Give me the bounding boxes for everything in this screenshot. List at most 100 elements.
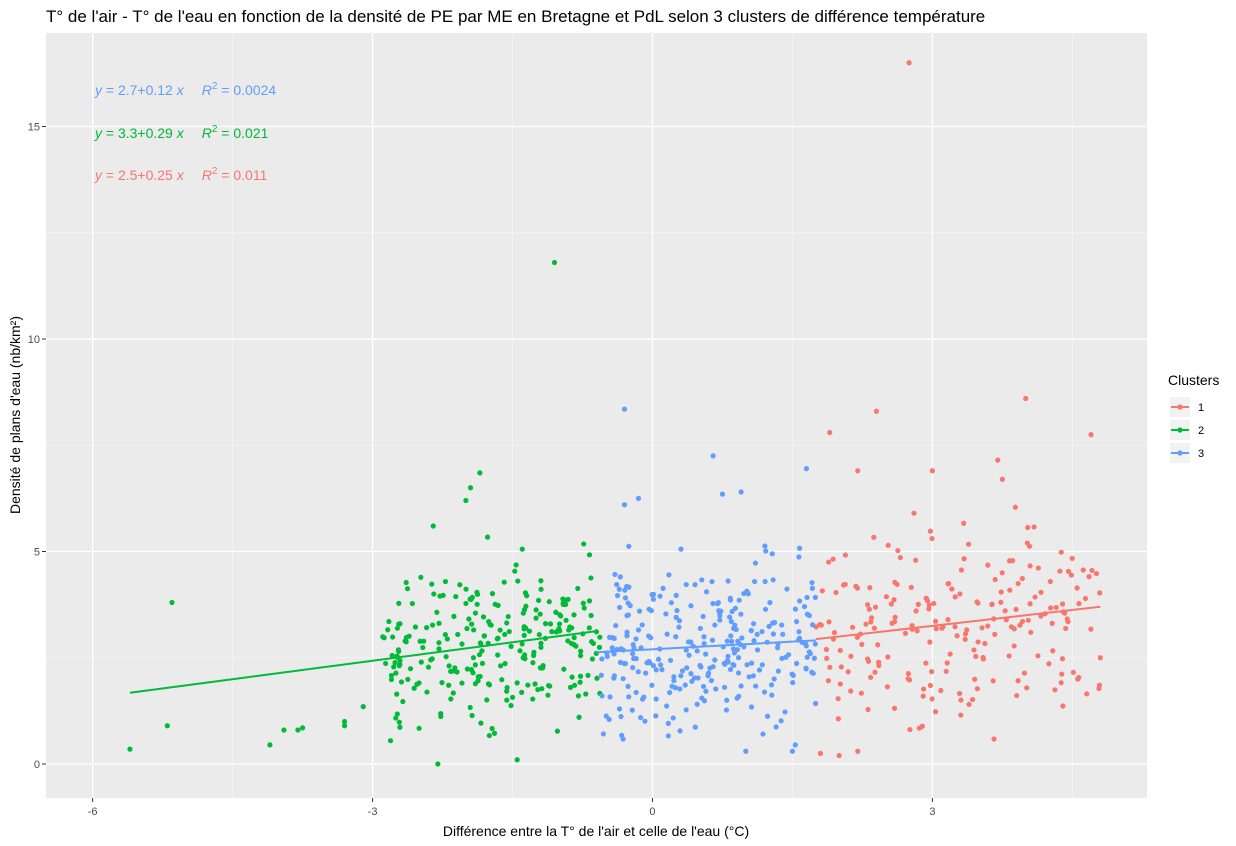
data-point — [883, 594, 890, 600]
data-point — [403, 579, 409, 586]
data-point — [958, 697, 964, 703]
data-point — [299, 725, 306, 731]
data-point — [697, 625, 703, 632]
data-point — [638, 714, 644, 721]
data-point — [495, 652, 501, 658]
data-point — [962, 636, 968, 642]
data-point — [673, 614, 679, 620]
data-point — [571, 612, 577, 618]
data-point — [504, 620, 510, 626]
data-point — [712, 657, 718, 663]
data-point — [773, 724, 779, 730]
data-point — [854, 585, 861, 591]
data-point — [459, 680, 465, 686]
data-point — [771, 619, 778, 626]
data-point — [770, 631, 777, 637]
data-point — [783, 654, 789, 660]
data-point — [1019, 575, 1025, 582]
data-point — [575, 585, 581, 592]
data-point — [929, 696, 935, 702]
data-point — [683, 647, 689, 653]
data-point — [709, 578, 715, 585]
data-point — [647, 660, 653, 666]
data-point — [778, 718, 784, 724]
data-point — [827, 429, 833, 436]
data-point — [762, 543, 768, 549]
regression-lines — [129, 605, 1101, 694]
data-point — [1096, 682, 1103, 688]
data-point — [804, 654, 810, 660]
data-point — [812, 700, 819, 707]
data-point — [810, 670, 816, 676]
x-axis-title: Différence entre la T° de l'air et celle… — [443, 823, 749, 839]
data-point — [538, 586, 544, 592]
data-point — [491, 730, 498, 736]
data-point — [571, 634, 577, 641]
data-point — [685, 639, 692, 645]
data-point — [868, 619, 874, 625]
data-point — [626, 694, 632, 700]
data-point — [414, 681, 420, 687]
data-point — [927, 682, 933, 689]
data-point — [855, 468, 861, 474]
data-point — [667, 689, 673, 696]
data-point — [700, 613, 706, 620]
data-point — [463, 600, 469, 607]
data-point — [522, 656, 528, 662]
data-point — [611, 675, 617, 681]
data-point — [752, 560, 759, 566]
data-point — [796, 629, 802, 635]
data-point — [721, 684, 728, 690]
data-point — [889, 620, 895, 626]
data-point — [390, 634, 396, 640]
data-point — [563, 617, 569, 623]
data-point — [999, 476, 1005, 482]
data-point — [692, 582, 698, 588]
data-point — [596, 644, 603, 650]
data-point — [479, 648, 485, 654]
data-point — [530, 696, 536, 702]
data-point — [970, 696, 976, 703]
data-point — [619, 732, 625, 738]
data-point — [998, 599, 1004, 605]
data-point — [833, 589, 839, 596]
data-point — [411, 685, 417, 691]
data-point — [438, 713, 444, 720]
data-point — [484, 534, 491, 540]
data-point — [621, 406, 628, 412]
data-point — [580, 600, 586, 606]
data-point — [952, 624, 958, 630]
data-point — [557, 628, 563, 634]
data-point — [871, 625, 878, 631]
data-point — [630, 651, 636, 657]
data-point — [728, 618, 734, 625]
data-point — [1053, 604, 1059, 611]
data-point — [655, 656, 662, 662]
data-point — [924, 598, 931, 604]
data-point — [517, 648, 523, 654]
data-point — [991, 736, 997, 742]
data-point — [635, 627, 642, 633]
data-point — [514, 680, 520, 686]
data-point — [995, 457, 1001, 463]
data-point — [735, 638, 741, 644]
data-point — [1015, 678, 1021, 684]
data-point — [400, 698, 406, 705]
data-point — [929, 535, 935, 542]
legend-label: 1 — [1198, 402, 1204, 414]
data-point — [598, 672, 604, 678]
data-point — [549, 629, 555, 635]
data-point — [649, 592, 655, 598]
data-point — [792, 742, 798, 748]
data-point — [540, 662, 546, 669]
data-point — [394, 691, 400, 697]
data-point — [724, 638, 730, 644]
data-point — [664, 703, 670, 709]
data-point — [673, 592, 679, 598]
data-point — [826, 619, 832, 625]
data-point — [872, 604, 879, 610]
data-point — [708, 677, 715, 684]
data-point — [1060, 703, 1066, 709]
data-point — [398, 679, 405, 685]
data-point — [801, 603, 808, 610]
